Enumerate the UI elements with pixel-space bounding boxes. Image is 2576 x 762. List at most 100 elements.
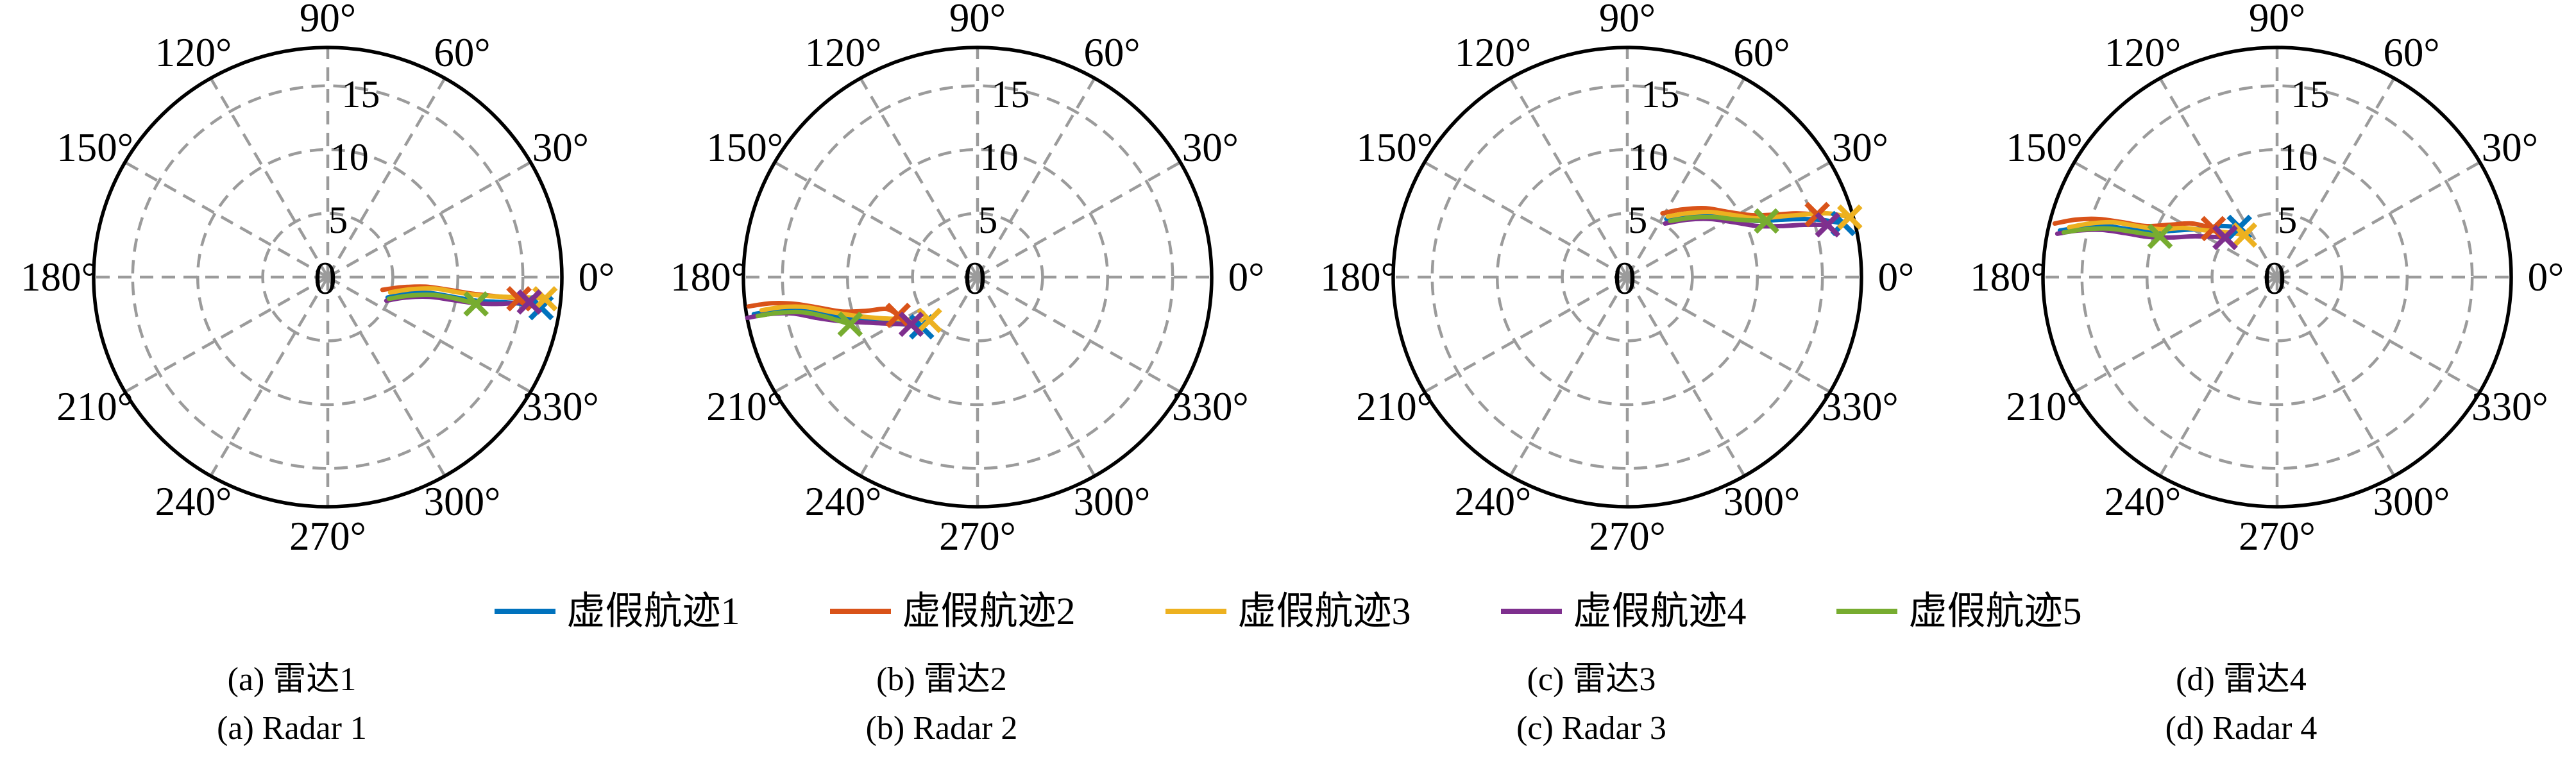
radial-label-10: 10 bbox=[1630, 136, 1668, 178]
radial-label-0: 0 bbox=[314, 253, 337, 304]
legend-swatch-track3 bbox=[1165, 609, 1226, 614]
caption-zh: (a) 雷达1 bbox=[227, 661, 357, 698]
grid-spoke-60 bbox=[1626, 77, 1746, 278]
polar-outline bbox=[741, 46, 1214, 509]
track-end-marker-5 bbox=[2147, 223, 2173, 250]
track-end-marker-5 bbox=[1754, 208, 1779, 234]
polar-outline bbox=[92, 46, 564, 509]
grid-circle-r10 bbox=[1495, 148, 1759, 407]
grid-spoke-210 bbox=[2073, 276, 2278, 393]
track-line-5 bbox=[755, 309, 852, 327]
angle-label-120: 120° bbox=[1455, 30, 1532, 75]
grid-spoke-120 bbox=[2158, 77, 2278, 278]
caption-en: (a) Radar 1 bbox=[217, 710, 367, 747]
angle-label-30: 30° bbox=[532, 125, 589, 170]
angle-label-60: 60° bbox=[1083, 30, 1140, 75]
angle-label-180: 180° bbox=[670, 255, 747, 300]
legend-item: 虚假航迹5 bbox=[1836, 592, 2082, 631]
grid-spoke-330 bbox=[2276, 276, 2481, 393]
radial-label-15: 15 bbox=[1641, 73, 1679, 115]
grid-spoke-210 bbox=[124, 276, 329, 393]
legend-item: 虚假航迹4 bbox=[1500, 590, 1747, 632]
polar-plot-3: 0° 30° 60° 90° 120° 150° 180° 210° 240° 270° 300° 3… bbox=[1320, 0, 1914, 559]
legend-label: 虚假航迹2 bbox=[902, 590, 1076, 632]
angle-label-270: 270° bbox=[939, 514, 1016, 559]
angle-label-330: 330° bbox=[522, 384, 599, 429]
polar-plot-1: 0° 30° 60° 90° 120° 150° 180° 210° 240° 270° 300° 3… bbox=[21, 0, 614, 559]
grid-circle-r15 bbox=[1430, 84, 1824, 470]
caption-radar-4: (d) 雷达4 (d) Radar 4 bbox=[2017, 656, 2466, 753]
legend-label: 虚假航迹3 bbox=[1237, 590, 1411, 632]
angle-label-150: 150° bbox=[56, 125, 133, 170]
angle-label-0: 0° bbox=[1228, 255, 1265, 300]
grid-spoke-240 bbox=[209, 276, 329, 477]
angle-label-90: 90° bbox=[1599, 0, 1656, 40]
grid-spoke-60 bbox=[326, 77, 446, 278]
caption-radar-3: (c) 雷达3 (c) Radar 3 bbox=[1367, 656, 1816, 753]
angle-label-30: 30° bbox=[2482, 125, 2538, 170]
caption-zh: (c) 雷达3 bbox=[1527, 661, 1656, 698]
legend-swatch-track4 bbox=[1500, 609, 1562, 614]
track-end-marker-3 bbox=[2232, 222, 2258, 248]
grid-spoke-300 bbox=[976, 276, 1096, 477]
grid-spoke-150 bbox=[774, 161, 979, 278]
track-line-5 bbox=[1668, 214, 1769, 223]
caption-zh: (d) 雷达4 bbox=[2176, 661, 2307, 698]
track-end-marker-4 bbox=[1815, 212, 1841, 238]
legend-label: 虚假航迹1 bbox=[566, 590, 740, 632]
grid-spoke-120 bbox=[209, 77, 329, 278]
grid-spoke-240 bbox=[2158, 276, 2278, 477]
caption-en: (c) Radar 3 bbox=[1516, 710, 1666, 747]
radial-label-5: 5 bbox=[978, 199, 997, 241]
radial-label-5: 5 bbox=[1628, 199, 1647, 241]
grid-circle-r15 bbox=[2080, 84, 2474, 470]
track-end-marker-4 bbox=[898, 311, 924, 337]
radial-label-0: 0 bbox=[1613, 253, 1636, 304]
legend-swatch-track2 bbox=[829, 609, 891, 614]
track-line-5 bbox=[2061, 226, 2162, 239]
grid-spoke-30 bbox=[976, 161, 1182, 278]
grid-spoke-60 bbox=[2276, 77, 2396, 278]
radial-label-15: 15 bbox=[991, 73, 1030, 115]
angle-label-300: 300° bbox=[1074, 479, 1151, 524]
angle-label-330: 330° bbox=[2471, 384, 2548, 429]
angle-label-300: 300° bbox=[424, 479, 501, 524]
angle-label-270: 270° bbox=[289, 514, 366, 559]
radial-label-10: 10 bbox=[330, 136, 369, 178]
angle-label-300: 300° bbox=[2373, 479, 2450, 524]
caption-en: (d) Radar 4 bbox=[2165, 710, 2318, 747]
grid-spoke-150 bbox=[2073, 161, 2278, 278]
angle-label-330: 330° bbox=[1172, 384, 1249, 429]
grid-circle-r15 bbox=[781, 84, 1174, 470]
track-end-marker-2 bbox=[885, 302, 911, 328]
angle-label-300: 300° bbox=[1724, 479, 1801, 524]
track-end-marker-5 bbox=[837, 311, 863, 337]
grid-circle-r5 bbox=[261, 212, 394, 343]
grid-spoke-210 bbox=[1423, 276, 1629, 393]
radial-label-5: 5 bbox=[2278, 199, 2297, 241]
grid-spoke-120 bbox=[1509, 77, 1629, 278]
polar-outline bbox=[2041, 46, 2513, 509]
legend-label: 虚假航迹4 bbox=[1573, 590, 1747, 632]
radial-label-10: 10 bbox=[2280, 136, 2318, 178]
grid-spoke-300 bbox=[2276, 276, 2396, 477]
caption-zh: (b) 雷达2 bbox=[876, 661, 1007, 698]
angle-label-240: 240° bbox=[1455, 479, 1532, 524]
track-end-marker-5 bbox=[463, 291, 489, 317]
radial-label-0: 0 bbox=[963, 253, 987, 304]
grid-circle-r5 bbox=[911, 212, 1044, 343]
grid-spoke-300 bbox=[1626, 276, 1746, 477]
radial-label-5: 5 bbox=[328, 199, 348, 241]
legend-item: 虚假航迹3 bbox=[1165, 592, 1411, 631]
grid-spoke-210 bbox=[774, 276, 979, 393]
angle-label-210: 210° bbox=[1356, 384, 1433, 429]
caption-radar-2: (b) 雷达2 (b) Radar 2 bbox=[717, 656, 1166, 753]
angle-label-0: 0° bbox=[2528, 255, 2564, 300]
angle-label-150: 150° bbox=[2006, 125, 2083, 170]
angle-label-270: 270° bbox=[2239, 514, 2316, 559]
angle-label-330: 330° bbox=[1822, 384, 1899, 429]
grid-spoke-240 bbox=[859, 276, 979, 477]
caption-radar-1: (a) 雷达1 (a) Radar 1 bbox=[67, 656, 516, 753]
legend-item: 虚假航迹2 bbox=[829, 590, 1076, 632]
track-end-marker-4 bbox=[516, 289, 543, 315]
